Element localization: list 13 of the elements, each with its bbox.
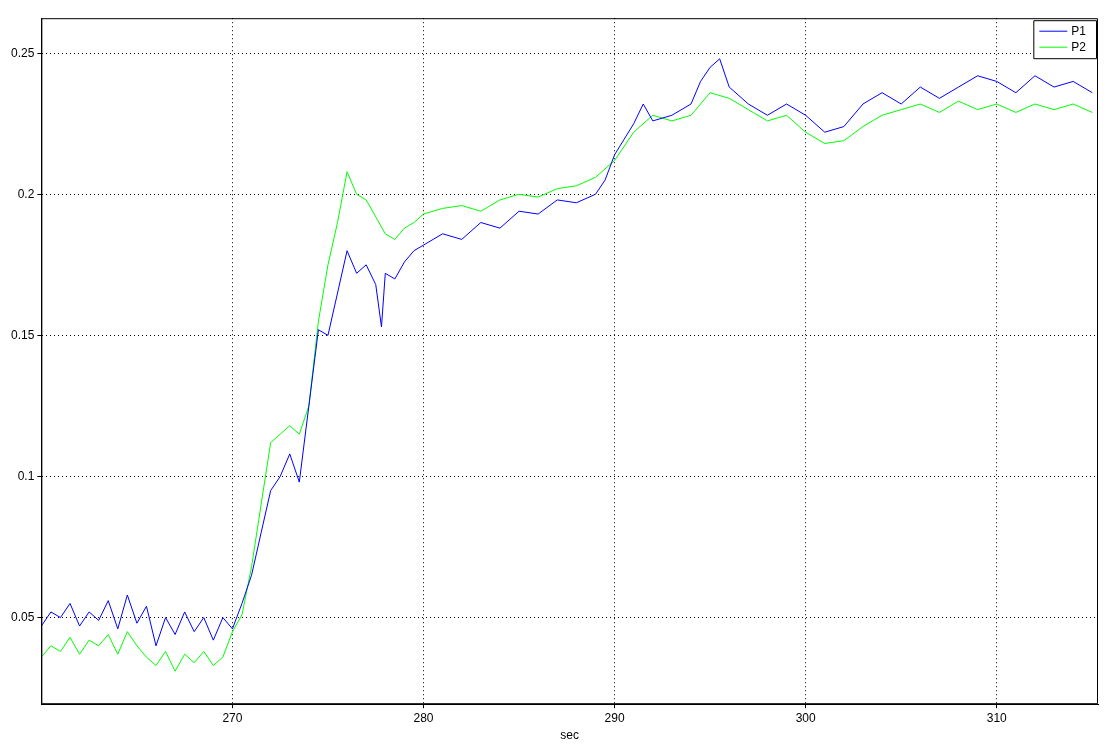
x-tick-label: 300 [795, 710, 816, 725]
x-axis-title: sec [560, 728, 580, 743]
y-tick-label: 0.15 [11, 327, 35, 342]
y-tick-label: 0.2 [17, 186, 35, 201]
legend-label: P2 [1071, 39, 1087, 54]
y-tick-label: 0.05 [11, 609, 35, 624]
x-tick-label: 270 [222, 710, 243, 725]
x-tick-label: 290 [604, 710, 625, 725]
x-tick-label: 280 [413, 710, 434, 725]
legend-label: P1 [1071, 23, 1087, 38]
y-tick-label: 0.1 [17, 468, 35, 483]
x-tick-label: 310 [986, 710, 1008, 725]
y-tick-label: 0.25 [11, 45, 35, 60]
